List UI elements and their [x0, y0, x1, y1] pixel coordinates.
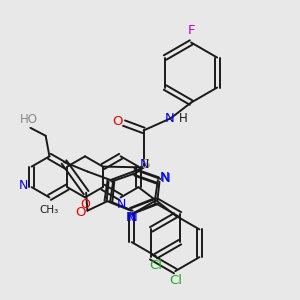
Text: O: O [75, 206, 86, 219]
Text: O: O [112, 115, 123, 128]
Text: N: N [19, 179, 28, 192]
Text: Cl: Cl [149, 259, 162, 272]
Text: O: O [80, 198, 90, 211]
Text: F: F [188, 24, 195, 37]
Text: N: N [160, 172, 170, 185]
Text: Cl: Cl [169, 274, 182, 287]
Text: H: H [179, 112, 188, 125]
Text: N: N [140, 158, 149, 171]
Text: S: S [141, 158, 149, 171]
Text: S: S [141, 158, 149, 171]
Text: N: N [128, 211, 137, 224]
Text: CH₃: CH₃ [40, 205, 59, 215]
Text: N: N [159, 171, 169, 184]
Text: HO: HO [20, 113, 38, 127]
Text: N: N [117, 198, 126, 211]
Text: N: N [126, 211, 136, 224]
Text: N: N [165, 112, 175, 125]
